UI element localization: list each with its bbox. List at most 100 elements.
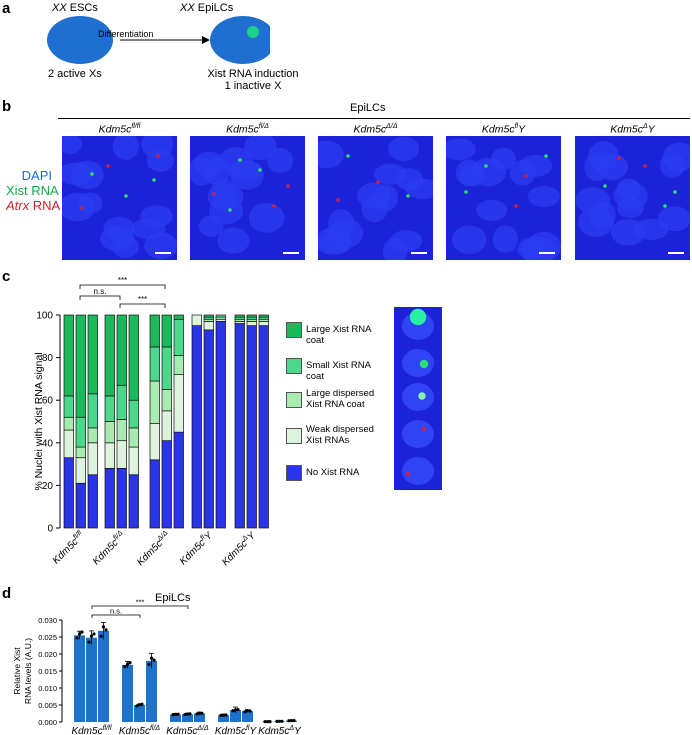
rna-signal [409, 308, 427, 326]
data-point [123, 664, 127, 669]
bar [74, 635, 85, 722]
stacked-bar-segment [63, 457, 74, 529]
nucleus [388, 136, 420, 162]
nucleus [202, 157, 231, 186]
data-point [263, 720, 267, 724]
stacked-bar-segment [63, 314, 74, 397]
panel-b-header-rule [58, 118, 690, 119]
nucleus [616, 197, 644, 219]
data-point [185, 712, 190, 716]
dapi-label: DAPI [21, 168, 52, 183]
data-point [171, 713, 175, 717]
stacked-bar-segment [149, 346, 160, 382]
nucleus [452, 225, 487, 255]
genotype-base: Kdm5c [215, 726, 246, 735]
stacked-bar-segment [203, 329, 214, 529]
data-point [233, 708, 238, 712]
xist-levels-bar-chart: 0.000 0.005 0.010 0.015 0.020 0.025 0.030 Relat… [12, 598, 302, 735]
sig-star-2-label: *** [138, 295, 147, 304]
y-tick-label: 80 [42, 353, 54, 364]
nucleus [492, 225, 518, 253]
stacked-bar-segment [149, 423, 160, 461]
data-point [245, 709, 250, 713]
epilc-caption: Xist RNA induction 1 inactive X [188, 68, 318, 92]
rna-spot [152, 178, 156, 182]
data-point [275, 719, 279, 723]
data-point [77, 632, 82, 636]
nucleus [62, 136, 82, 154]
x-group-label: Kdm5cΔ/Δ [134, 529, 173, 568]
stacked-bar-segment [116, 440, 127, 469]
stacked-bar-segment [191, 314, 202, 326]
y-tick-label: 0 [47, 524, 53, 535]
bar [86, 637, 97, 722]
genotype-suffix: Y [294, 726, 302, 735]
xist-label: Xist RNA [6, 183, 59, 198]
stacked-bar-segment [75, 482, 86, 529]
data-point [277, 719, 282, 723]
sig-star-1-bracket [79, 284, 166, 289]
nucleus [318, 140, 344, 169]
stacked-bar-segment [173, 355, 184, 375]
rna-spot [464, 190, 468, 194]
arrow-label: Differentiation [98, 29, 154, 39]
micrograph-nuclei [575, 141, 690, 246]
stacked-bar-segment [87, 393, 98, 429]
nucleus [77, 192, 103, 214]
scale-bar [155, 252, 171, 254]
rna-spot [106, 164, 110, 168]
scale-bar [411, 252, 427, 254]
panel-letter-a: a [2, 0, 11, 17]
x-group-label: Kdm5cfl/Δ [90, 529, 128, 567]
panel-b-row-labels: DAPI Xist RNA Atrx RNA [6, 168, 60, 213]
data-point [75, 636, 79, 640]
rna-signal [421, 426, 427, 432]
rna-spot [346, 154, 350, 158]
genotype-sup: fl/Δ [150, 725, 160, 732]
nucleus [143, 232, 177, 259]
genotype-sup: fl/Δ [112, 529, 124, 541]
stacked-bar-segment [234, 314, 245, 318]
atrx-label-rest: RNA [29, 198, 61, 213]
stacked-bar-segment [191, 325, 202, 529]
data-point [128, 661, 132, 665]
stacked-bar-segment [258, 325, 269, 529]
y-tick-label: 60 [42, 396, 54, 407]
image-label-3: Kdm5cflY [446, 123, 561, 136]
rna-spot [663, 204, 667, 208]
sig-star-2-bracket [119, 303, 166, 308]
example-nucleus-thumb [394, 307, 442, 345]
sig-star-label: *** [136, 598, 145, 607]
data-point [248, 709, 252, 713]
micrograph-4 [575, 136, 690, 260]
sig-ns-bracket [91, 614, 141, 618]
rna-spot [228, 208, 232, 212]
bar [134, 705, 145, 722]
micrograph-nuclei [318, 136, 433, 260]
data-point [292, 719, 296, 723]
genotype-sup: fl [246, 725, 250, 732]
x-group-label: Kdm5cflY [215, 725, 258, 735]
rna-signal [418, 392, 426, 400]
data-point [125, 662, 130, 666]
stacked-bar-segment [258, 314, 269, 318]
stacked-bar-segment [128, 446, 139, 476]
y-axis-label: Relative XistRNA levels (A.U.) [12, 638, 33, 704]
example-nucleus [402, 457, 434, 485]
esc-cell [47, 16, 113, 64]
rna-spot [484, 164, 488, 168]
nucleus [112, 136, 139, 161]
example-nucleus-thumb [394, 415, 442, 453]
rna-spot [643, 164, 647, 168]
data-point [224, 713, 228, 717]
stacked-bar-segment [104, 395, 115, 422]
y-axis-label: % Nuclei with Xist RNA signal [33, 352, 45, 490]
y-axis-label-line2: RNA levels (A.U.) [23, 638, 33, 704]
esc-label-rest: ESCs [66, 2, 98, 14]
nucleus [141, 136, 174, 159]
epilc-label: XX EpiLCs [180, 2, 233, 14]
stacked-bar-segment [75, 314, 86, 418]
genotype-base: Kdm5c [119, 726, 150, 735]
sig-ns-label: n.s. [110, 607, 122, 616]
rna-spot [514, 204, 518, 208]
